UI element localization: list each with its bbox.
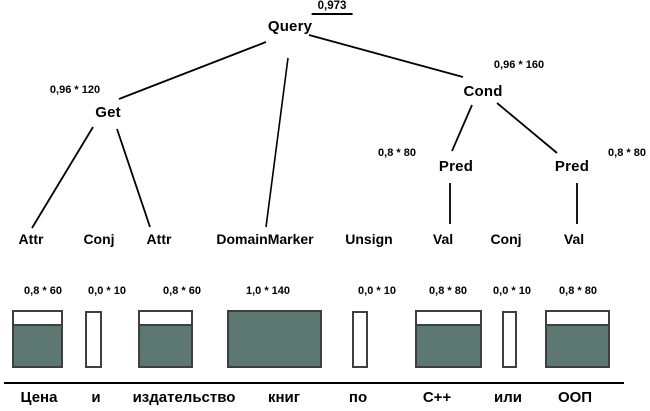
leaf-label-attr2: Attr <box>146 231 172 247</box>
leaf-label-conj2: Conj <box>490 231 522 247</box>
score-pred-left: 0,8 * 80 <box>378 147 416 159</box>
score-cond: 0,96 * 160 <box>493 59 545 71</box>
score-get: 0,96 * 120 <box>49 84 101 96</box>
edge-query-domainmarker <box>265 57 289 228</box>
word-3: издательство <box>132 389 236 406</box>
leaf-score-2: 0,0 * 10 <box>88 285 126 297</box>
node-pred-right: Pred <box>554 158 590 175</box>
node-cond: Cond <box>463 83 503 100</box>
leaf-label-domainmarker: DomainMarker <box>216 231 314 247</box>
leaf-score-6: 0,8 * 80 <box>429 285 467 297</box>
word-6: C++ <box>422 389 452 406</box>
leaf-label-attr1: Attr <box>18 231 44 247</box>
leaf-label-val1: Val <box>432 231 454 247</box>
leaf-score-3: 0,8 * 60 <box>163 285 201 297</box>
node-get: Get <box>95 104 121 121</box>
word-7: или <box>494 389 522 406</box>
score-pred-right: 0,8 * 80 <box>608 147 646 159</box>
confidence-box-2 <box>85 311 102 368</box>
word-5: по <box>348 389 368 406</box>
confidence-box-fill <box>547 323 608 366</box>
confidence-box-3 <box>138 310 193 368</box>
word-1: Цена <box>20 389 58 406</box>
confidence-box-8 <box>545 310 610 368</box>
leaf-score-1: 0,8 * 60 <box>24 285 62 297</box>
leaf-score-4: 1,0 * 140 <box>245 285 291 297</box>
leaf-score-8: 0,8 * 80 <box>559 285 597 297</box>
confidence-box-fill <box>229 312 320 366</box>
leaf-label-val2: Val <box>563 231 585 247</box>
confidence-box-5 <box>352 311 368 368</box>
edge-cond-pred-left <box>451 104 473 152</box>
confidence-box-fill <box>14 323 61 366</box>
leaf-label-conj1: Conj <box>83 231 115 247</box>
confidence-box-fill <box>140 323 191 366</box>
node-query: Query <box>267 18 313 35</box>
word-8: ООП <box>557 389 593 406</box>
confidence-box-7 <box>502 311 517 368</box>
confidence-box-4 <box>227 310 322 368</box>
baseline-rule <box>4 382 624 384</box>
confidence-box-6 <box>415 310 482 368</box>
leaf-score-5: 0,0 * 10 <box>358 285 396 297</box>
word-2: и <box>91 389 101 406</box>
edge-get-attr1 <box>31 126 94 229</box>
edge-query-get <box>118 41 267 100</box>
edge-cond-pred-right <box>496 102 558 154</box>
confidence-box-1 <box>12 310 63 368</box>
edge-get-attr2 <box>116 128 151 228</box>
edge-query-cond <box>308 34 464 78</box>
root-score: 0,973 <box>311 0 353 15</box>
node-pred-left: Pred <box>438 158 474 175</box>
confidence-box-fill <box>417 323 480 366</box>
leaf-score-7: 0,0 * 10 <box>493 285 531 297</box>
leaf-label-unsign: Unsign <box>345 231 393 247</box>
word-4: книг <box>267 389 301 406</box>
